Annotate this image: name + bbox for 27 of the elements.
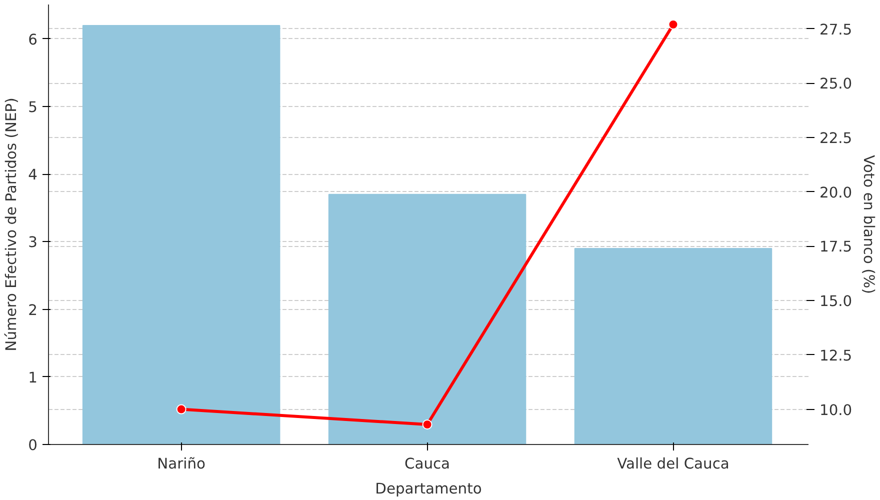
y2-tick-label: 20.0 <box>820 184 852 202</box>
y2-axis-title: Voto en blanco (%) <box>860 155 878 294</box>
y-tick-label: 0 <box>28 437 38 454</box>
point <box>176 404 186 414</box>
y2-tick-label: 12.5 <box>820 347 852 364</box>
y2-tick-label: 22.5 <box>820 130 852 148</box>
point <box>668 20 678 30</box>
y-tick-label: 3 <box>28 234 38 252</box>
y-tick-label: 2 <box>28 302 38 319</box>
bar <box>82 24 280 444</box>
x-tick-label: Nariño <box>157 456 206 472</box>
y-tick-label: 1 <box>28 369 38 386</box>
y-tick-label: 5 <box>28 99 38 116</box>
bar <box>574 248 772 444</box>
y2-tick-label: 15.0 <box>820 293 852 310</box>
y2-tick-label: 27.5 <box>820 21 852 38</box>
y2-tick-label: 10.0 <box>820 402 852 419</box>
y-axis-title: Número Efectivo de Partidos (NEP) <box>3 98 20 352</box>
bar <box>328 194 526 444</box>
y2-tick-label: 25.0 <box>820 76 852 93</box>
x-tick-label: Valle del Cauca <box>617 456 730 472</box>
y-tick-label: 4 <box>28 166 38 184</box>
point <box>422 420 432 430</box>
x-tick-label: Cauca <box>404 456 450 472</box>
y-tick-label: 6 <box>28 31 38 48</box>
x-axis-title: Departamento <box>375 480 482 498</box>
y2-tick-label: 17.5 <box>820 238 852 256</box>
